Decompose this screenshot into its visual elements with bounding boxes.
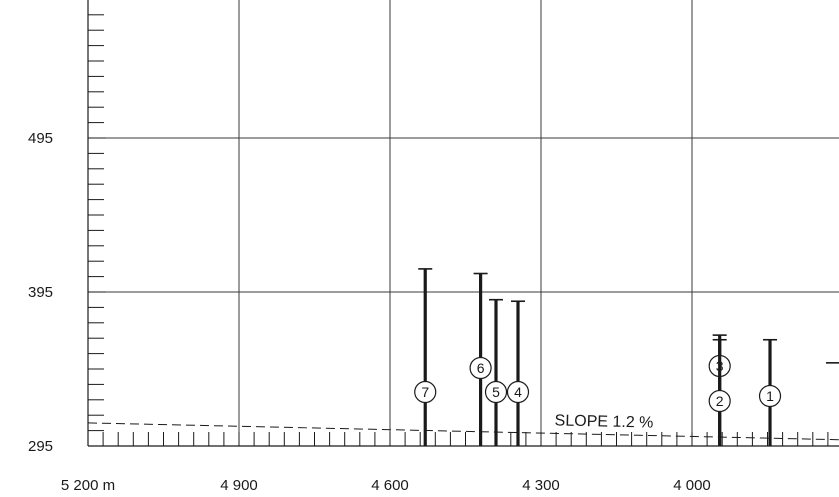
slope-label: SLOPE 1.2 % bbox=[554, 412, 653, 431]
tick-layer bbox=[88, 0, 839, 446]
slope-line bbox=[88, 423, 839, 440]
x-tick-label: 4 000 bbox=[673, 477, 711, 494]
bar-label-1: 1 bbox=[766, 388, 774, 404]
trend-layer bbox=[88, 423, 839, 440]
bar-label-5: 5 bbox=[492, 384, 500, 400]
y-tick-label: 495 bbox=[28, 130, 53, 147]
x-tick-label: 4 900 bbox=[220, 477, 258, 494]
bar-label-7: 7 bbox=[421, 384, 429, 400]
bar-label-3: 3 bbox=[716, 358, 724, 374]
grid-layer bbox=[88, 0, 839, 446]
y-tick-label: 395 bbox=[28, 284, 53, 301]
x-tick-label: 4 300 bbox=[522, 477, 560, 494]
bar-label-6: 6 bbox=[477, 360, 485, 376]
bar-label-4: 4 bbox=[514, 384, 522, 400]
x-tick-label: 5 200 m bbox=[61, 477, 115, 494]
label-layer: 295 395 495 5 200 m 4 900 4 600 4 300 4 000 3 SLO… bbox=[28, 130, 839, 494]
y-tick-label: 295 bbox=[28, 438, 53, 455]
bar-label-2: 2 bbox=[716, 393, 724, 409]
x-tick-label: 4 600 bbox=[371, 477, 409, 494]
